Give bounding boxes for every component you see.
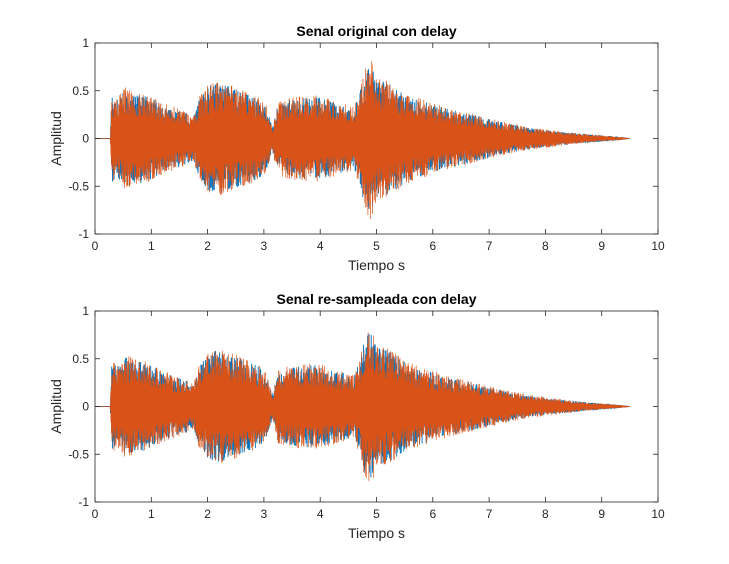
x-tick-label: 2 <box>204 239 211 253</box>
x-tick-label: 8 <box>542 507 549 521</box>
x-tick-label: 10 <box>651 507 665 521</box>
chart-title: Senal original con delay <box>296 23 456 39</box>
x-tick-label: 2 <box>204 507 211 521</box>
x-tick-label: 6 <box>429 507 436 521</box>
x-tick-label: 4 <box>317 239 324 253</box>
y-tick-label: 1 <box>82 36 89 50</box>
y-tick-label: 0 <box>82 400 89 414</box>
y-tick-label: -0.5 <box>68 179 89 193</box>
x-tick-label: 3 <box>261 239 268 253</box>
x-axis-label: Tiempo s <box>348 257 405 273</box>
x-tick-label: 7 <box>486 507 493 521</box>
y-tick-label: -1 <box>78 495 89 509</box>
series-group <box>95 332 631 482</box>
x-tick-label: 0 <box>92 507 99 521</box>
y-tick-label: 1 <box>82 304 89 318</box>
x-tick-label: 1 <box>148 239 155 253</box>
x-axis-label: Tiempo s <box>348 525 405 541</box>
x-tick-label: 10 <box>651 239 665 253</box>
x-tick-label: 9 <box>598 507 605 521</box>
y-tick-label: -0.5 <box>68 447 89 461</box>
x-tick-label: 7 <box>486 239 493 253</box>
y-tick-label: 0.5 <box>72 352 89 366</box>
x-tick-label: 1 <box>148 507 155 521</box>
x-tick-label: 6 <box>429 239 436 253</box>
series-group <box>95 61 631 220</box>
x-tick-label: 9 <box>598 239 605 253</box>
chart-title: Senal re-sampleada con delay <box>277 291 477 307</box>
subplot-1: 0 1 2 3 4 5 6 7 8 9 10 -1 -0.5 0 0.5 1 Senal original co… <box>48 23 665 273</box>
subplot-2: 0 1 2 3 4 5 6 7 8 9 10 -1 -0.5 0 0.5 1 Senal re-samplead… <box>48 291 665 541</box>
x-tick-label: 3 <box>261 507 268 521</box>
series-line-2 <box>95 61 631 220</box>
x-tick-label: 4 <box>317 507 324 521</box>
y-tick-label: 0.5 <box>72 84 89 98</box>
series-line-2 <box>95 332 631 482</box>
x-tick-label: 0 <box>92 239 99 253</box>
x-tick-label: 5 <box>373 507 380 521</box>
y-tick-label: 0 <box>82 132 89 146</box>
x-tick-label: 5 <box>373 239 380 253</box>
y-tick-label: -1 <box>78 227 89 241</box>
x-tick-label: 8 <box>542 239 549 253</box>
y-axis-label: Amplitud <box>48 111 64 165</box>
y-axis-label: Amplitud <box>48 379 64 433</box>
